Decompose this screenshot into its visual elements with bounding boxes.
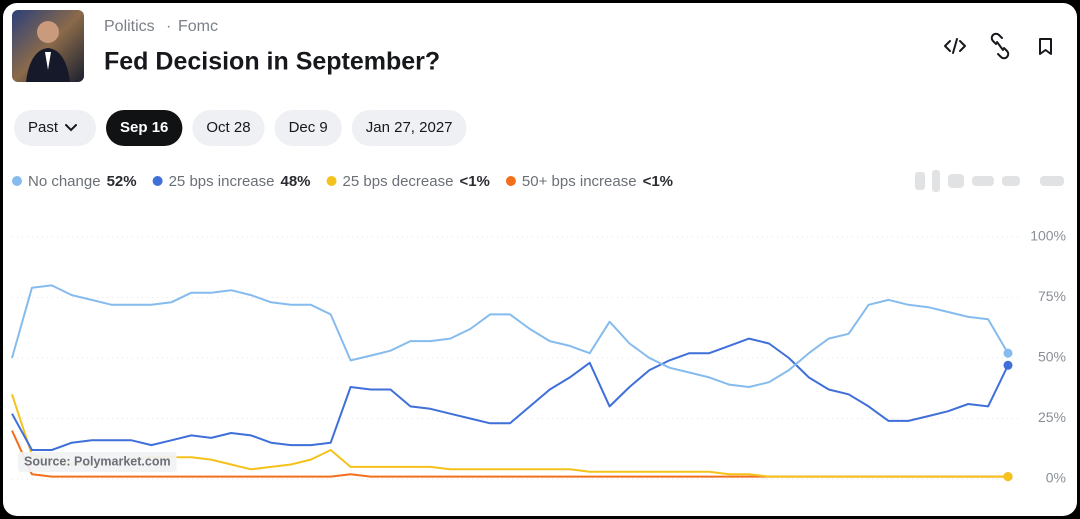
- bookmark-icon[interactable]: [1039, 38, 1052, 55]
- legend-name: 25 bps decrease: [343, 173, 454, 190]
- dropdown-button[interactable]: [14, 110, 97, 146]
- series-endpoint: [1003, 360, 1013, 370]
- y-tick-label: 100%: [1030, 228, 1066, 244]
- series-endpoint: [1003, 472, 1013, 482]
- legend-swatch: [12, 176, 22, 186]
- legend-value: 48%: [281, 173, 311, 190]
- breadcrumb-category[interactable]: Politics: [104, 18, 155, 35]
- legend-value: 52%: [107, 173, 137, 190]
- series-endpoint: [1003, 348, 1013, 358]
- y-tick-label: 25%: [1038, 409, 1066, 425]
- series-line: [11, 284, 1009, 388]
- breadcrumb-separator: ·: [166, 18, 171, 35]
- y-tick-label: 75%: [1038, 288, 1066, 304]
- legend-value: <1%: [459, 173, 489, 190]
- legend-name: 50+ bps increase: [522, 173, 637, 190]
- source-badge: [18, 452, 177, 472]
- series-line: [11, 393, 1008, 478]
- thumbnail: [12, 10, 84, 82]
- date-pill-label[interactable]: Dec 9: [289, 119, 328, 136]
- legend-blurred: [915, 170, 1064, 192]
- legend-swatch: [505, 176, 516, 186]
- date-pill-label[interactable]: Oct 28: [206, 119, 250, 136]
- legend-name: 25 bps increase: [169, 173, 275, 190]
- date-pill[interactable]: [274, 110, 342, 146]
- legend-swatch: [326, 176, 337, 186]
- legend-name: No change: [28, 173, 101, 190]
- link-icon[interactable]: [990, 32, 1010, 60]
- series-line: [11, 337, 1009, 451]
- date-pill-label[interactable]: Jan 27, 2027: [366, 119, 453, 136]
- breadcrumb-tag[interactable]: Fomc: [178, 18, 218, 35]
- legend-value: <1%: [643, 173, 673, 190]
- date-pill[interactable]: [351, 110, 467, 146]
- date-pill-label[interactable]: Sep 16: [120, 119, 168, 136]
- y-tick-label: 0%: [1046, 470, 1066, 486]
- embed-icon[interactable]: [944, 38, 966, 54]
- date-pill[interactable]: [106, 110, 183, 146]
- source-label: Source: Polymarket.com: [24, 454, 171, 468]
- y-tick-label: 50%: [1038, 349, 1066, 365]
- legend-swatch: [152, 176, 163, 186]
- date-pill[interactable]: [192, 110, 265, 146]
- card-bg: [3, 3, 1077, 516]
- dropdown-chevron[interactable]: [65, 124, 78, 132]
- dropdown-label[interactable]: Past: [28, 119, 59, 136]
- market-title: Fed Decision in September?: [104, 48, 440, 76]
